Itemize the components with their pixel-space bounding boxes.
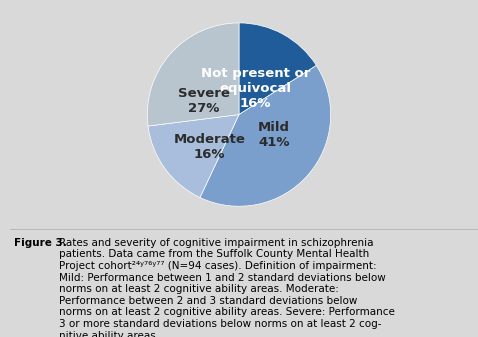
Text: Mild
41%: Mild 41% [258, 121, 290, 149]
Text: Severe
27%: Severe 27% [178, 87, 230, 115]
Text: Figure 3.: Figure 3. [14, 238, 67, 248]
Text: Rates and severity of cognitive impairment in schizophrenia
patients. Data came : Rates and severity of cognitive impairme… [59, 238, 395, 337]
Wedge shape [148, 115, 239, 197]
Wedge shape [200, 65, 331, 206]
Text: Moderate
16%: Moderate 16% [174, 133, 246, 161]
Wedge shape [239, 23, 316, 115]
Text: Not present or
equivocal
16%: Not present or equivocal 16% [201, 67, 310, 111]
Wedge shape [147, 23, 239, 126]
